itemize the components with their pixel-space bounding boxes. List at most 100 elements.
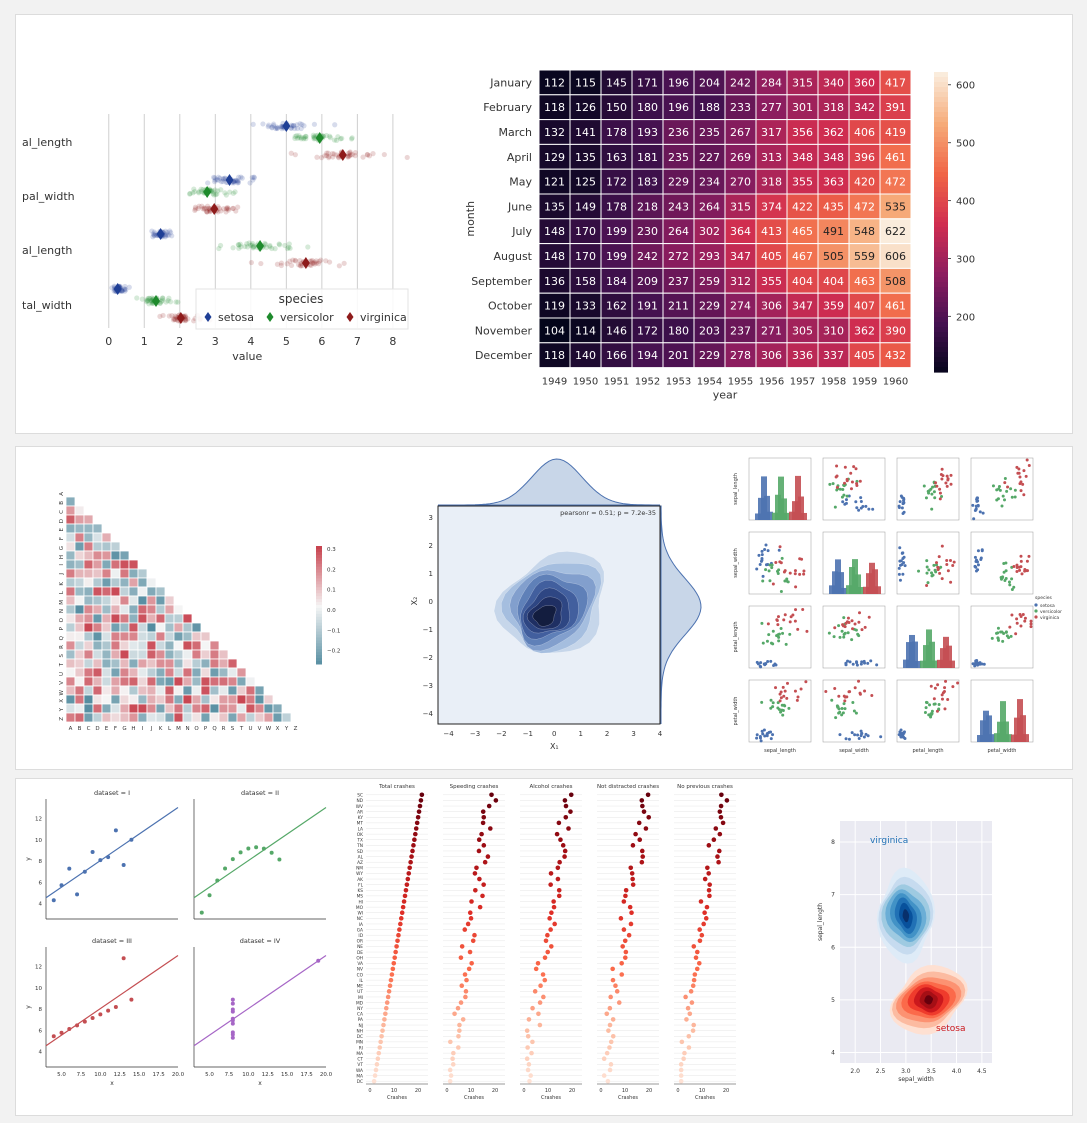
strip-point — [212, 177, 218, 183]
y-tick: −3 — [423, 682, 433, 690]
pair-point — [830, 698, 834, 702]
pair-point — [796, 627, 800, 631]
pair-point — [937, 703, 941, 707]
colorbar-segment — [934, 252, 948, 258]
crash-dot — [698, 899, 704, 904]
corr-cell — [92, 631, 103, 642]
strip-point — [235, 178, 241, 184]
corr-cell — [119, 595, 130, 606]
corr-cell — [182, 658, 193, 669]
ans-point — [254, 845, 259, 850]
heat-cell — [848, 94, 881, 121]
pair-point — [930, 709, 934, 713]
corr-cell — [227, 658, 238, 669]
corr-cell — [254, 703, 265, 714]
colorbar-segment — [934, 262, 948, 268]
pair-point — [760, 556, 764, 560]
heat-value: 390 — [885, 324, 906, 337]
crash-dot — [640, 854, 646, 859]
pair-point — [801, 607, 805, 611]
pair-point — [842, 493, 846, 497]
crash-dot — [604, 1011, 610, 1017]
crash-dot — [641, 809, 647, 814]
ans-point — [261, 846, 266, 851]
heat-value: 104 — [544, 324, 565, 337]
corr-cell — [164, 631, 175, 642]
ans-x-label: x — [110, 1080, 114, 1087]
crash-dot — [628, 865, 634, 871]
pair-point — [771, 733, 775, 737]
col-label: T — [239, 726, 244, 732]
corr-cell — [128, 595, 139, 606]
x-axis-label: year — [713, 389, 738, 402]
ans-title-1: dataset = II — [241, 789, 279, 797]
strip-point — [157, 313, 163, 320]
strip-point — [109, 285, 115, 291]
strip-point — [238, 244, 244, 250]
x-tick-1: 1 — [141, 335, 148, 348]
corr-cell — [146, 595, 157, 606]
strip-point — [288, 122, 295, 128]
heat-value: 432 — [885, 349, 906, 362]
strip-point — [346, 153, 352, 160]
strip-point — [205, 203, 211, 209]
corr-cell — [101, 550, 112, 561]
crash-dot — [549, 944, 554, 949]
crash-dot — [621, 927, 627, 932]
ans-y-label: y — [25, 857, 32, 861]
pair-point — [854, 500, 858, 504]
strip-point — [209, 189, 215, 195]
pair-point — [1007, 580, 1011, 584]
corr-cell — [65, 604, 76, 615]
heat-cell — [848, 218, 881, 245]
colorbar-label-600: 600 — [956, 81, 975, 92]
heat-value: 178 — [606, 126, 627, 139]
corr-cell — [83, 631, 94, 642]
strip-point — [288, 125, 294, 131]
corr-cell — [173, 712, 184, 723]
heat-cell — [600, 267, 633, 294]
heat-cell — [724, 342, 757, 369]
strip-point — [269, 125, 275, 131]
heat-cell — [879, 119, 912, 145]
heat-value: 305 — [792, 324, 813, 337]
heat-value: 183 — [637, 176, 658, 189]
corr-cell — [83, 703, 94, 714]
ans-y-tick: 12 — [35, 817, 42, 823]
strip-point — [279, 126, 285, 132]
pair-hist-bar — [929, 641, 935, 668]
pair-point — [843, 695, 847, 699]
heat-cell — [848, 119, 881, 145]
month-label-9: October — [488, 300, 532, 313]
strip-point — [235, 204, 241, 210]
pair-point — [857, 679, 861, 683]
ans-title-2: dataset = III — [92, 937, 132, 945]
pair-point — [835, 485, 839, 489]
corr-cell — [236, 712, 247, 723]
corr-cell — [101, 640, 112, 651]
pair-point — [843, 465, 847, 469]
crash-dot — [480, 820, 486, 826]
virginica-label: virginica — [870, 836, 908, 846]
pair-point — [840, 629, 844, 633]
heat-value: 313 — [761, 151, 782, 164]
pair-point — [935, 563, 939, 567]
ans-point — [98, 1012, 103, 1017]
strip-point — [191, 318, 197, 324]
pair-point — [838, 733, 842, 737]
pair-point — [779, 590, 783, 594]
pair-point — [940, 467, 944, 471]
pair-point — [902, 510, 906, 514]
heat-value: 406 — [854, 126, 875, 139]
strip-point — [211, 192, 217, 198]
corr-cell — [65, 523, 76, 534]
strip-point — [297, 262, 303, 269]
crash-x-tick: 0 — [368, 1088, 371, 1094]
crash-dot — [481, 814, 487, 820]
crash-dot — [411, 843, 416, 848]
corr-colorbar-segment — [316, 572, 322, 576]
year-label-1954: 1954 — [697, 377, 722, 388]
corr-cell — [155, 685, 166, 696]
crash-x-label: Crashes — [541, 1095, 561, 1100]
